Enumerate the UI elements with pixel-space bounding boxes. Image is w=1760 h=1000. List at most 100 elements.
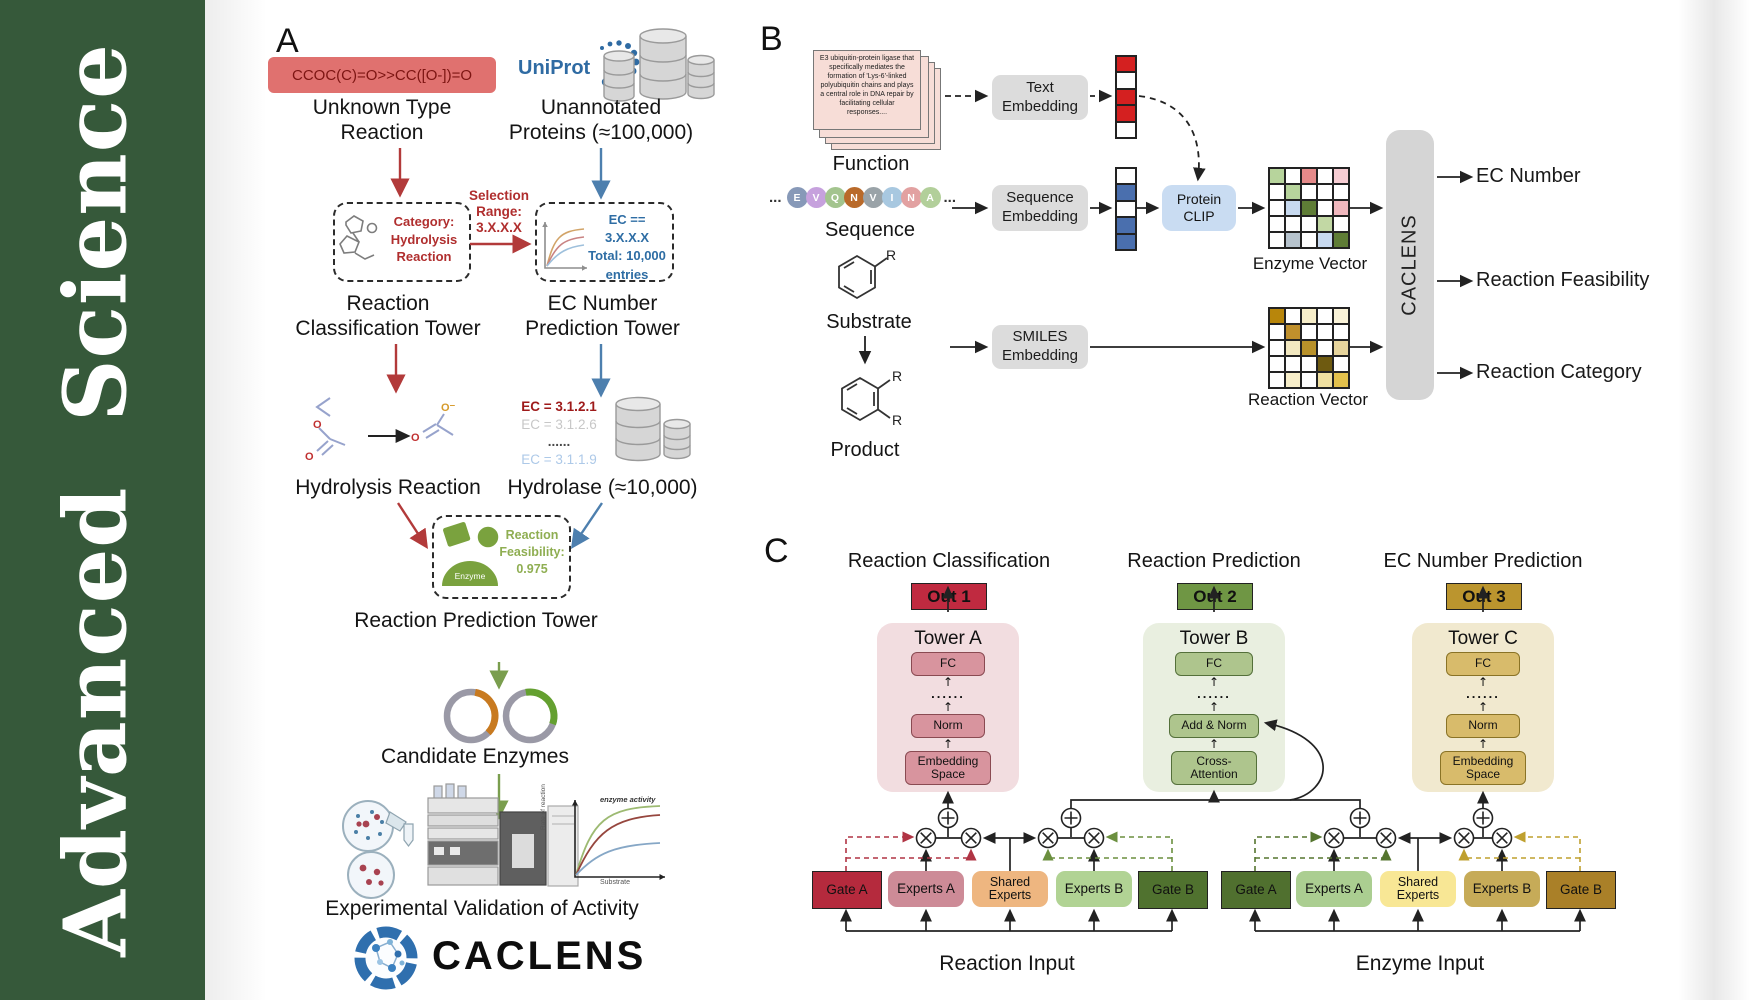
tower-b-arrow-1: ↑ <box>1208 675 1220 689</box>
output-ec-number: EC Number <box>1476 165 1581 187</box>
add-ops <box>937 807 1494 829</box>
reaction-vector-label: Reaction Vector <box>1247 390 1368 409</box>
selection-range-label: Selection Range: 3.X.X.X <box>468 188 530 236</box>
reaction-shared-experts: Shared Experts <box>972 871 1048 907</box>
matrix-cell <box>1301 308 1317 324</box>
reaction-gate-b-path-2 <box>1042 848 1172 861</box>
amino-acid-circle: Q <box>824 187 846 208</box>
enzyme-gate-b: Gate B <box>1546 871 1616 909</box>
reaction-prediction-tower-label: Reaction Prediction Tower <box>354 609 598 632</box>
amino-acid-circle: N <box>843 187 865 208</box>
hydrolase-label: Hydrolase (≈10,000) <box>507 476 698 499</box>
database-icon-uniprot <box>603 28 715 102</box>
arrow-hydrolase-to-feasibility <box>570 502 603 549</box>
out1-box: Out 1 <box>911 583 987 610</box>
tower-b-dots: ...... <box>1197 686 1231 701</box>
matrix-cell <box>1333 184 1349 200</box>
hydrolysis-reaction-label: Hydrolysis Reaction <box>295 476 481 499</box>
reaction-gate-a-path-2 <box>846 848 977 861</box>
matrix-cell <box>1116 56 1136 73</box>
ec-prediction-tower-label: EC Number Prediction Tower <box>525 292 680 341</box>
matrix-cell <box>1333 340 1349 356</box>
amino-acid-circle: V <box>805 187 827 208</box>
function-label: Function <box>832 153 910 175</box>
ec-range-text: EC == 3.X.X.X Total: 10,000 entries <box>588 212 666 282</box>
matrix-cell <box>1301 184 1317 200</box>
unknown-reaction-label: Unknown Type Reaction <box>312 96 452 145</box>
matrix-cell <box>1317 356 1333 372</box>
amino-acid-circle: N <box>900 187 922 208</box>
matrix-cell <box>1269 340 1285 356</box>
multiply-ops <box>915 827 1513 849</box>
enzyme-vector-label: Enzyme Vector <box>1252 254 1368 273</box>
tower-b-cross-attention: Cross- Attention <box>1171 751 1257 785</box>
sequence-ellipsis-left: ... <box>769 189 782 206</box>
acetate-o-atom: O <box>411 432 420 444</box>
matrix-cell <box>1269 232 1285 248</box>
microscopy-icon <box>342 800 414 899</box>
ec-list-item: EC = 3.1.2.6 <box>521 416 597 432</box>
panel-b-label: B <box>760 20 783 58</box>
matrix-cell <box>1333 168 1349 184</box>
tower-a: Tower A FC ↑ ...... ↑ Norm ↑ Embedding S… <box>877 623 1019 792</box>
matrix-cell <box>1269 184 1285 200</box>
gate-dashed-paths <box>845 831 1581 871</box>
db-cyl-small <box>687 54 715 100</box>
tower-c-norm: Norm <box>1446 714 1520 738</box>
matrix-cell <box>1116 217 1136 234</box>
enzyme-input-bus <box>1249 908 1586 932</box>
caclens-bar-label: CACLENS <box>1398 214 1421 316</box>
matrix-cell <box>1116 88 1136 106</box>
matrix-cell <box>1285 168 1301 184</box>
amino-acid-circle: A <box>919 187 941 208</box>
matrix-cell <box>1269 168 1285 184</box>
panel-a-label: A <box>276 22 299 60</box>
tower-c-embedding: Embedding Space <box>1440 751 1526 785</box>
operator-glyphs <box>915 807 1513 849</box>
tower-c-arrow-3: ↑ <box>1477 737 1489 751</box>
matrix-cell <box>1269 372 1285 388</box>
product-molecule <box>841 376 891 422</box>
matrix-cell <box>1269 308 1285 324</box>
matrix-cell <box>1301 200 1317 216</box>
matrix-cell <box>1301 340 1317 356</box>
matrix-cell <box>1116 72 1136 89</box>
matrix-cell <box>1269 324 1285 340</box>
feasibility-dashed-box <box>432 515 571 599</box>
enzyme-gate-a: Gate A <box>1221 871 1291 909</box>
matrix-cell <box>1333 308 1349 324</box>
tower-a-title: Tower A <box>914 628 982 649</box>
panel-c-label: C <box>764 532 789 570</box>
caclens-model-bar: CACLENS <box>1386 130 1434 400</box>
sequence-embedding-box: Sequence Embedding <box>992 185 1088 231</box>
kinetics-annotation: enzyme activity <box>600 795 656 804</box>
classification-tower-label: Reaction Classification Tower <box>295 292 481 341</box>
smiles-reaction-box: CCOC(C)=O>>CC([O-])=O <box>268 57 496 93</box>
tower-a-arrow-3: ↑ <box>942 737 954 751</box>
matrix-cell <box>1269 200 1285 216</box>
reaction-input-label: Reaction Input <box>939 952 1075 975</box>
matrix-cell <box>1116 105 1136 122</box>
matrix-cell <box>1333 372 1349 388</box>
tower-a-arrow-2: ↑ <box>942 700 954 714</box>
smiles-embedding-box: SMILES Embedding <box>992 325 1088 369</box>
matrix-cell <box>1333 232 1349 248</box>
acetate-o-minus-atom: O⁻ <box>441 402 456 414</box>
uniprot-dots-icon <box>600 40 640 91</box>
tower-a-fc: FC <box>911 652 985 676</box>
enzyme-gate-b-path-2 <box>1458 848 1580 861</box>
matrix-cell <box>1333 200 1349 216</box>
ec-list-item: EC = 3.1.1.9 <box>521 451 597 467</box>
matrix-cell <box>1317 168 1333 184</box>
protein-clip-box: Protein CLIP <box>1162 185 1236 231</box>
experimental-validation-label: Experimental Validation of Activity <box>325 897 639 920</box>
sequence-label: Sequence <box>824 219 916 241</box>
tower-b: Tower B FC ↑ ...... ↑ Add & Norm ↑ Cross… <box>1143 623 1285 792</box>
db-cyl-large <box>639 28 687 100</box>
function-card-text: E3 ubiquitin-protein ligase that specifi… <box>819 55 915 116</box>
heading-reaction-classification: Reaction Classification <box>847 550 1051 572</box>
output-reaction-feasibility: Reaction Feasibility <box>1476 269 1650 291</box>
tower-c-fc: FC <box>1446 652 1520 676</box>
